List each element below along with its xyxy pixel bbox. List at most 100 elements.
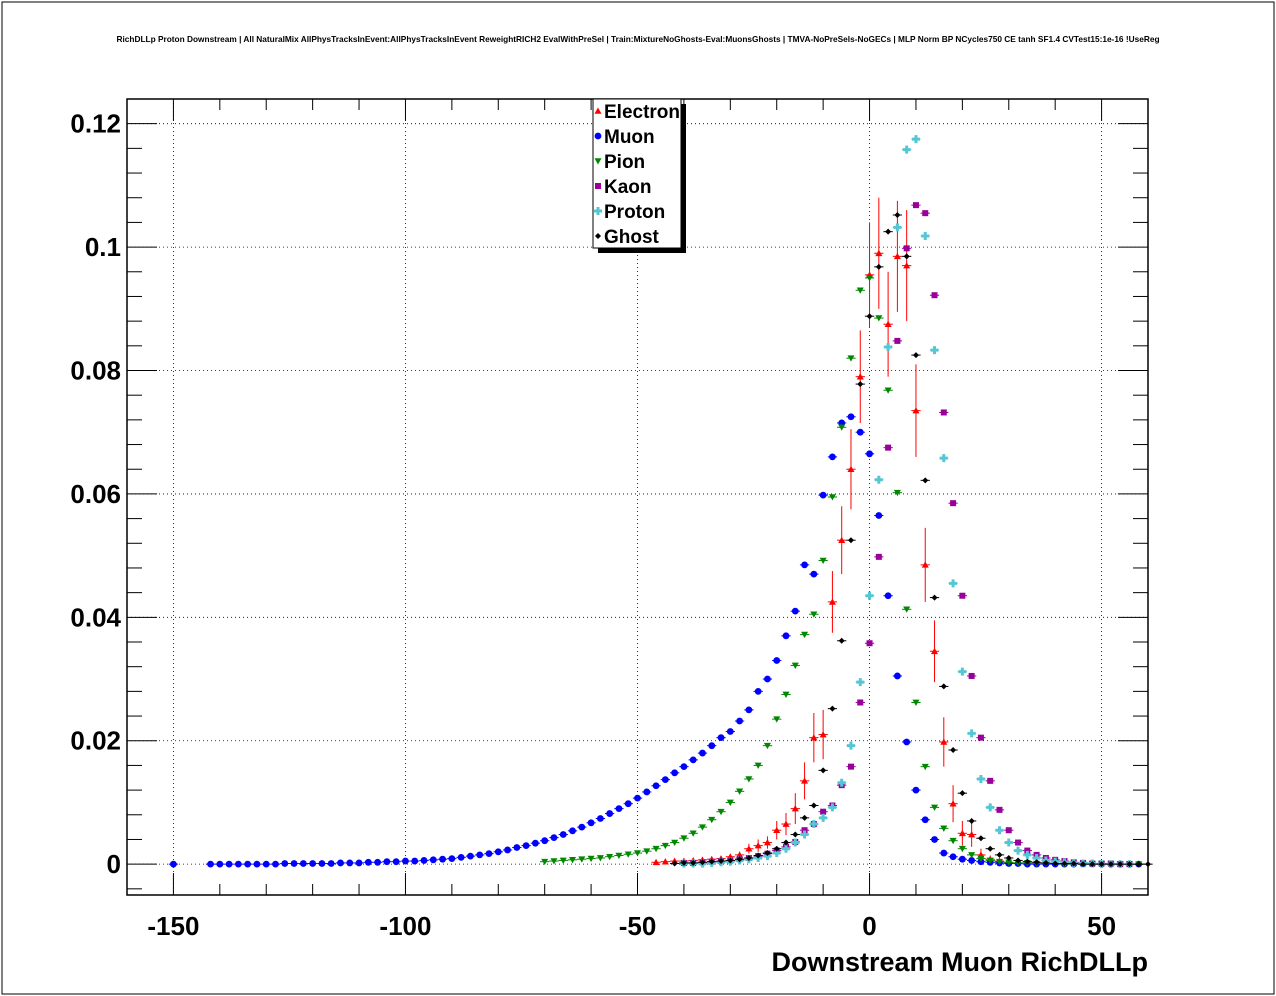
data-point-ghost [931, 594, 938, 601]
data-point-muon [671, 769, 679, 777]
data-point-ghost [968, 817, 975, 824]
data-point-muon [782, 632, 790, 640]
data-point-muon [829, 453, 836, 461]
data-point-electron [875, 249, 883, 257]
data-point-muon [392, 858, 400, 866]
data-point-electron [754, 842, 762, 849]
data-point-pion [819, 557, 827, 565]
data-point-muon [624, 800, 632, 808]
data-point-ghost [987, 845, 994, 852]
legend: Electron Muon Pion Kaon Proton Ghost [592, 98, 686, 253]
data-point-muon [921, 816, 929, 824]
x-tick-label: -100 [379, 911, 431, 941]
x-tick-label: -50 [619, 911, 657, 941]
data-point-muon [689, 756, 697, 764]
data-point-proton [939, 454, 948, 463]
x-tick-label: 50 [1087, 911, 1116, 941]
legend-marker [594, 107, 602, 114]
data-point-pion [893, 489, 901, 497]
data-point-proton [976, 774, 985, 783]
data-point-ghost [745, 854, 752, 861]
data-point-muon [856, 428, 864, 436]
data-point-ghost [885, 228, 892, 235]
data-point-muon [318, 860, 326, 867]
data-point-ghost [764, 850, 771, 857]
data-point-muon [216, 860, 224, 868]
data-point-pion [921, 763, 929, 771]
data-point-muon [699, 749, 706, 757]
data-point-proton [930, 346, 939, 355]
data-point-ghost [950, 746, 957, 753]
data-point-pion [624, 851, 632, 858]
data-point-proton [893, 223, 902, 232]
data-point-electron [763, 839, 771, 846]
data-point-electron [773, 826, 781, 834]
data-point-muon [457, 853, 465, 861]
data-point-muon [541, 837, 549, 845]
data-point-ghost [680, 859, 687, 866]
data-point-pion [652, 845, 660, 853]
data-point-muon [476, 851, 484, 859]
data-point-proton [828, 803, 837, 812]
data-point-pion [782, 691, 790, 698]
data-point-ghost [1061, 860, 1068, 867]
data-point-electron [931, 647, 939, 655]
data-point-kaon [922, 210, 929, 217]
series-ghost [669, 212, 1153, 868]
data-point-pion [773, 716, 781, 723]
data-point-ghost [903, 253, 910, 260]
data-point-ghost [959, 790, 966, 797]
data-point-kaon [866, 640, 873, 647]
data-point-kaon [996, 806, 1003, 813]
data-point-ghost [1098, 861, 1105, 868]
data-point-muon [847, 413, 855, 421]
data-point-electron [745, 845, 753, 852]
data-point-kaon [1024, 847, 1031, 854]
data-point-electron [819, 731, 827, 738]
data-point-ghost [940, 683, 947, 690]
data-point-muon [439, 855, 446, 863]
data-point-muon [931, 836, 938, 843]
data-point-muon [884, 592, 892, 600]
data-point-muon [337, 859, 344, 867]
data-point-muon [364, 858, 372, 866]
data-point-electron [847, 465, 855, 473]
data-point-pion [596, 855, 604, 862]
data-point-kaon [801, 827, 808, 834]
data-point-muon [448, 855, 456, 862]
data-point-muon [968, 857, 976, 864]
legend-entry-electron: Electron [594, 102, 680, 123]
data-point-pion [968, 852, 976, 859]
data-point-muon [522, 842, 530, 850]
data-point-electron [661, 858, 669, 865]
data-point-pion [828, 494, 836, 501]
data-point-electron [828, 598, 836, 605]
data-point-pion [810, 611, 818, 618]
data-point-proton [911, 135, 920, 144]
data-point-muon [225, 860, 233, 868]
legend-entry-proton: Proton [594, 202, 665, 223]
x-tick-label: -150 [147, 911, 199, 941]
data-point-proton [856, 678, 865, 687]
data-point-muon [578, 823, 586, 831]
data-point-ghost [1033, 859, 1040, 866]
data-point-proton [809, 820, 818, 829]
data-point-pion [986, 857, 994, 864]
data-point-muon [234, 860, 242, 868]
data-point-muon [791, 607, 799, 615]
data-point-kaon [847, 763, 854, 770]
data-point-pion [940, 825, 948, 832]
data-point-ghost [1024, 858, 1031, 865]
data-point-muon [764, 675, 771, 683]
data-point-muon [745, 706, 753, 714]
data-point-ghost [736, 856, 743, 863]
data-point-pion [643, 848, 651, 855]
data-point-pion [698, 824, 706, 831]
data-point-ghost [1070, 860, 1077, 867]
legend-marker [595, 233, 601, 239]
data-point-ghost [1126, 861, 1133, 868]
data-point-kaon [903, 245, 910, 252]
data-point-ghost [894, 212, 901, 219]
x-tick-label: 0 [862, 911, 876, 941]
data-point-muon [494, 848, 502, 856]
